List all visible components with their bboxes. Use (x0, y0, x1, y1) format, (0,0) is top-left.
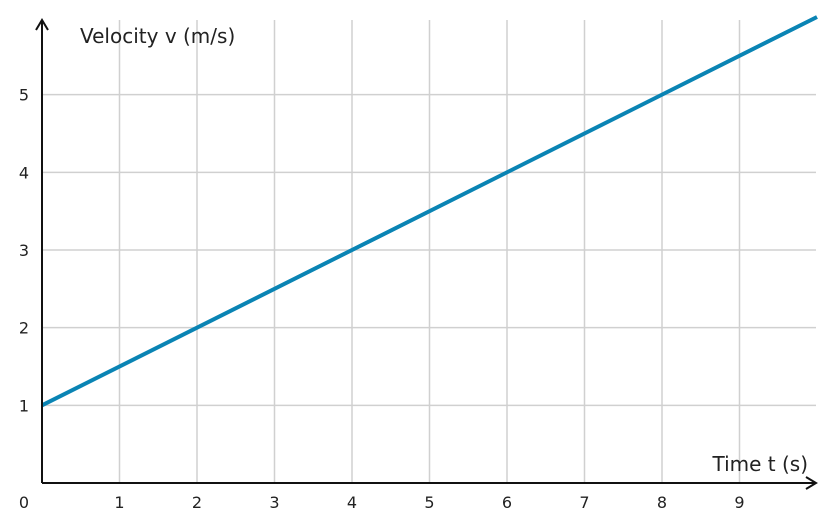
series-line (41, 15, 818, 408)
x-axis-arrowhead (805, 476, 818, 490)
origin-label: 0 (19, 493, 29, 512)
tick-labels: 1 2 3 4 5 6 7 8 9 1 2 3 4 5 (19, 86, 745, 512)
x-tick-label: 2 (192, 493, 202, 512)
x-tick-label: 9 (734, 493, 744, 512)
y-tick-label: 2 (19, 319, 29, 338)
grid (42, 20, 816, 483)
x-tick-label: 4 (347, 493, 357, 512)
x-tick-label: 6 (502, 493, 512, 512)
y-tick-label: 3 (19, 241, 29, 260)
y-axis-title: Velocity v (m/s) (80, 24, 235, 48)
series-layer (41, 15, 818, 408)
y-tick-label: 1 (19, 396, 29, 415)
x-tick-label: 1 (114, 493, 124, 512)
x-tick-label: 7 (579, 493, 589, 512)
y-tick-label: 4 (19, 163, 29, 182)
x-tick-label: 8 (657, 493, 667, 512)
y-tick-label: 5 (19, 86, 29, 105)
x-tick-label: 3 (269, 493, 279, 512)
y-axis-arrowhead (35, 18, 49, 31)
x-axis-title: Time t (s) (711, 452, 808, 476)
x-tick-label: 5 (424, 493, 434, 512)
axes (35, 18, 818, 490)
